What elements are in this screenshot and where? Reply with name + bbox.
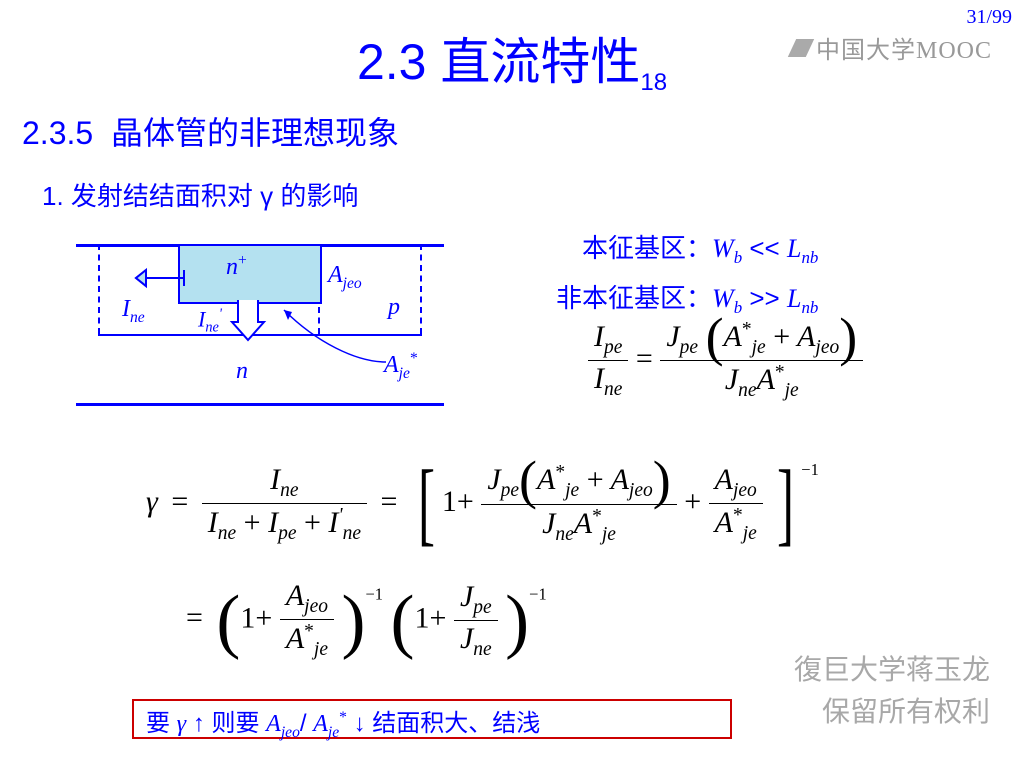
Aje-star-label: Aje* [384, 350, 418, 383]
conclusion-box: 要 γ ↑ 则要 Ajeo/ Aje* ↓ 结面积大、结浅 [132, 699, 732, 739]
watermark: 復巨大学蒋玉龙 保留所有权利 [794, 650, 990, 734]
section-heading: 2.3.5 晶体管的非理想现象 [22, 108, 399, 154]
Ajeo-label: Ajeo [328, 262, 362, 293]
extrinsic-base-cond: 非本征基区：Wb >> Lnb [556, 278, 818, 318]
slide-title: 2.3 直流特性18 [0, 22, 1024, 97]
Ine-prime-label: Ine' [198, 306, 222, 337]
item-1: 1. 发射结结面积对 γ 的影响 [42, 176, 358, 213]
equation-ratio: Ipe Ine = Jpe (A*je + Ajeo) JneA*je [588, 320, 863, 402]
arrow-down-icon [232, 300, 264, 340]
curve-arrow-icon [276, 302, 396, 372]
n-plus-label: n+ [226, 252, 247, 281]
equation-gamma: γ = Ine Ine + Ipe + I'ne = [1+ Jpe(A*je … [146, 460, 819, 545]
n-label: n [236, 358, 248, 385]
equation-gamma-simplified: = (1+ AjeoA*je )−1 (1+ JpeJne )−1 [186, 580, 547, 661]
intrinsic-base-cond: 本征基区：Wb << Lnb [582, 228, 818, 268]
p-label: p [388, 294, 400, 321]
Ine-label: Ine [122, 296, 145, 327]
transistor-diagram: n+ p n Ine Ine' Ajeo Aje* [76, 244, 444, 406]
arrow-left-icon [136, 264, 186, 292]
